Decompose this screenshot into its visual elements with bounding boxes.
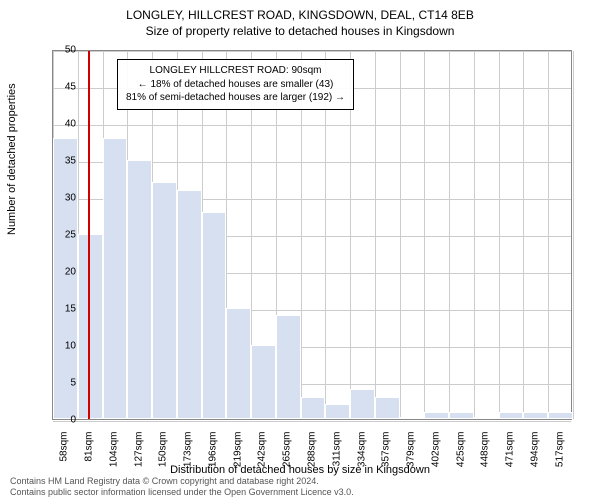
x-tick-label: 402sqm	[430, 432, 441, 472]
y-axis-label: Number of detached properties	[6, 83, 18, 235]
gridline-v	[548, 51, 549, 419]
bar	[78, 234, 103, 419]
bar	[499, 412, 524, 419]
x-tick-label: 242sqm	[257, 432, 268, 472]
gridline-h	[53, 125, 571, 126]
chart-area: LONGLEY HILLCREST ROAD: 90sqm ← 18% of d…	[52, 50, 572, 420]
footer-line2: Contains public sector information licen…	[10, 487, 354, 498]
x-tick-label: 219sqm	[232, 432, 243, 472]
bar	[375, 397, 400, 419]
y-tick-label: 45	[52, 82, 76, 93]
x-tick-label: 311sqm	[331, 432, 342, 472]
annot-line2: ← 18% of detached houses are smaller (43…	[126, 78, 345, 92]
footer-credits: Contains HM Land Registry data © Crown c…	[10, 476, 354, 498]
annot-line3: 81% of semi-detached houses are larger (…	[126, 91, 345, 105]
annotation-box: LONGLEY HILLCREST ROAD: 90sqm ← 18% of d…	[117, 59, 354, 110]
gridline-h	[53, 51, 571, 52]
y-tick-label: 5	[52, 378, 76, 389]
gridline-v	[400, 51, 401, 419]
x-tick-label: 104sqm	[108, 432, 119, 472]
gridline-v	[375, 51, 376, 419]
x-tick-label: 173sqm	[183, 432, 194, 472]
x-tick-label: 58sqm	[59, 432, 70, 472]
bar	[449, 412, 474, 419]
y-tick-label: 35	[52, 156, 76, 167]
x-tick-label: 127sqm	[133, 432, 144, 472]
y-tick-label: 30	[52, 193, 76, 204]
x-tick-label: 357sqm	[381, 432, 392, 472]
x-tick-label: 288sqm	[307, 432, 318, 472]
bar	[177, 190, 202, 419]
gridline-h	[53, 421, 571, 422]
y-tick-label: 15	[52, 304, 76, 315]
gridline-v	[499, 51, 500, 419]
y-tick-label: 20	[52, 267, 76, 278]
gridline-v	[424, 51, 425, 419]
chart-subtitle: Size of property relative to detached ho…	[0, 22, 600, 38]
gridline-v	[474, 51, 475, 419]
y-tick-label: 40	[52, 119, 76, 130]
x-tick-label: 81sqm	[84, 432, 95, 472]
gridline-v	[523, 51, 524, 419]
x-tick-label: 334sqm	[356, 432, 367, 472]
bar	[325, 404, 350, 419]
chart-title: LONGLEY, HILLCREST ROAD, KINGSDOWN, DEAL…	[0, 0, 600, 22]
y-tick-label: 25	[52, 230, 76, 241]
bar	[202, 212, 227, 419]
bar	[103, 138, 128, 419]
x-tick-label: 379sqm	[406, 432, 417, 472]
bar	[523, 412, 548, 419]
y-tick-label: 0	[52, 415, 76, 426]
bar	[400, 417, 425, 419]
x-tick-label: 196sqm	[207, 432, 218, 472]
bar	[127, 160, 152, 419]
y-tick-label: 10	[52, 341, 76, 352]
x-tick-label: 517sqm	[554, 432, 565, 472]
x-tick-label: 494sqm	[529, 432, 540, 472]
bar	[474, 417, 499, 419]
bar	[424, 412, 449, 419]
x-tick-label: 150sqm	[158, 432, 169, 472]
plot-region: LONGLEY HILLCREST ROAD: 90sqm ← 18% of d…	[52, 50, 572, 420]
bar	[251, 345, 276, 419]
marker-line	[88, 51, 90, 419]
annot-line1: LONGLEY HILLCREST ROAD: 90sqm	[126, 64, 345, 78]
footer-line1: Contains HM Land Registry data © Crown c…	[10, 476, 354, 487]
x-tick-label: 471sqm	[505, 432, 516, 472]
bar	[548, 412, 573, 419]
gridline-v	[449, 51, 450, 419]
x-tick-label: 425sqm	[455, 432, 466, 472]
x-tick-label: 448sqm	[480, 432, 491, 472]
y-tick-label: 50	[52, 45, 76, 56]
bar	[276, 315, 301, 419]
bar	[301, 397, 326, 419]
x-tick-label: 265sqm	[282, 432, 293, 472]
bar	[152, 182, 177, 419]
gridline-v	[573, 51, 574, 419]
bar	[226, 308, 251, 419]
bar	[350, 389, 375, 419]
